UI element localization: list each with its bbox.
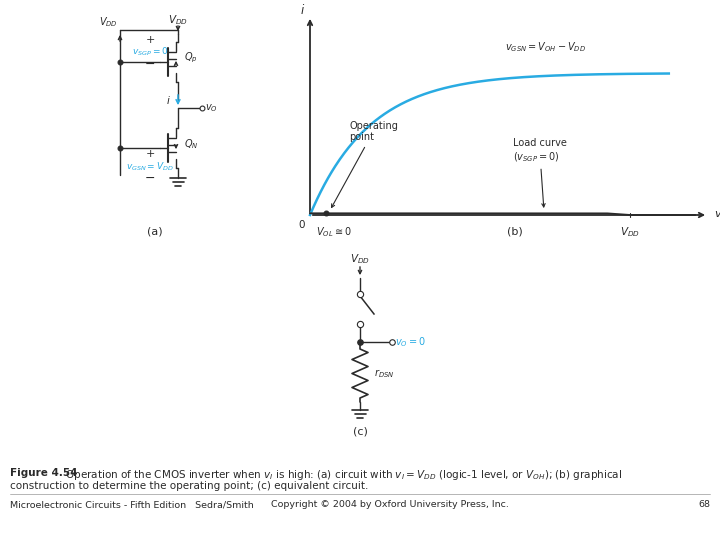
Text: $v_O = 0$: $v_O = 0$ — [395, 335, 426, 349]
Text: (a): (a) — [147, 227, 163, 237]
Text: $Q_N$: $Q_N$ — [184, 137, 199, 151]
Text: +: + — [145, 35, 155, 45]
Text: Copyright © 2004 by Oxford University Press, Inc.: Copyright © 2004 by Oxford University Pr… — [271, 500, 509, 509]
Text: +: + — [145, 149, 155, 159]
Text: $Q_p$: $Q_p$ — [184, 51, 198, 65]
Text: 68: 68 — [698, 500, 710, 509]
Text: Operation of the CMOS inverter when $v_I$ is high: (a) circuit with $v_I = V_{DD: Operation of the CMOS inverter when $v_I… — [62, 468, 622, 482]
Text: (b): (b) — [507, 227, 523, 237]
Text: $r_{DSN}$: $r_{DSN}$ — [374, 368, 395, 380]
Text: $V_{DD}$: $V_{DD}$ — [99, 15, 118, 29]
Text: 0: 0 — [299, 220, 305, 230]
Text: $v_{GSN} = V_{OH} - V_{DD}$: $v_{GSN} = V_{OH} - V_{DD}$ — [505, 40, 586, 54]
Text: (c): (c) — [353, 427, 367, 437]
Text: $v_O$: $v_O$ — [205, 102, 218, 114]
Text: $i$: $i$ — [300, 3, 305, 17]
Text: $V_{DD}$: $V_{DD}$ — [620, 225, 640, 239]
Text: construction to determine the operating point; (c) equivalent circuit.: construction to determine the operating … — [10, 481, 369, 491]
Text: Load curve
$(v_{SGP} = 0)$: Load curve $(v_{SGP} = 0)$ — [513, 138, 567, 207]
Text: Figure 4.54: Figure 4.54 — [10, 468, 78, 478]
Text: $V_{DD}$: $V_{DD}$ — [168, 13, 188, 27]
Text: Microelectronic Circuits - Fifth Edition   Sedra/Smith: Microelectronic Circuits - Fifth Edition… — [10, 500, 253, 509]
Text: $v_{SGP}=0$: $v_{SGP}=0$ — [132, 46, 168, 58]
Text: −: − — [145, 172, 156, 185]
Text: $V_{DD}$: $V_{DD}$ — [350, 252, 370, 266]
Text: −: − — [145, 57, 156, 71]
Text: $V_{OL} \cong 0$: $V_{OL} \cong 0$ — [316, 225, 351, 239]
Text: $v_{GSN}=V_{DD}$: $v_{GSN}=V_{DD}$ — [126, 161, 174, 173]
Text: $i$: $i$ — [166, 94, 171, 106]
Text: Operating
point: Operating point — [331, 120, 398, 207]
Text: $v_O$: $v_O$ — [714, 209, 720, 221]
